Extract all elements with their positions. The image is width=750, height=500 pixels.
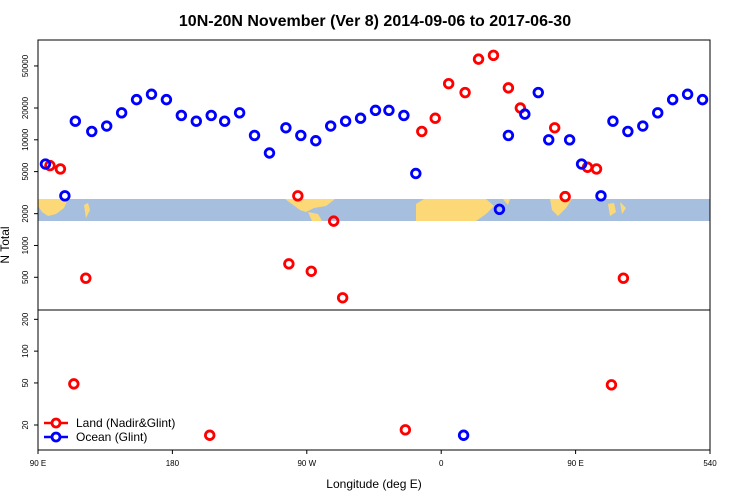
point <box>190 115 202 127</box>
point <box>68 378 80 390</box>
point <box>175 109 188 122</box>
point <box>130 93 143 106</box>
point <box>283 258 295 270</box>
x-tick-label: 0 <box>439 459 444 468</box>
point <box>559 190 571 203</box>
point <box>543 134 555 146</box>
y-axis-label: N Total <box>0 226 12 263</box>
legend-marker <box>50 431 62 443</box>
point <box>59 190 71 202</box>
point <box>590 163 603 175</box>
point <box>502 82 515 94</box>
point <box>605 379 618 391</box>
chart-title: 10N-20N November (Ver 8) 2014-09-06 to 2… <box>179 13 571 30</box>
point <box>595 190 607 202</box>
point <box>416 125 428 138</box>
map-strip <box>38 199 710 221</box>
point <box>324 120 337 132</box>
x-tick-label: 180 <box>166 459 180 468</box>
point <box>80 272 92 284</box>
point <box>563 134 576 146</box>
point <box>263 147 276 159</box>
point <box>429 112 441 124</box>
point <box>681 88 694 100</box>
point <box>399 424 412 436</box>
point <box>369 104 382 117</box>
point <box>575 158 588 170</box>
y-tick-label: 5000 <box>21 162 30 180</box>
legend-label: Ocean (Glint) <box>76 430 147 444</box>
point <box>410 167 422 180</box>
point <box>86 125 98 138</box>
point <box>305 265 317 277</box>
y-tick-label: 20000 <box>21 96 30 119</box>
y-tick-label: 50 <box>21 378 30 387</box>
point <box>205 109 217 122</box>
point <box>493 203 506 215</box>
y-tick-label: 20 <box>21 420 30 429</box>
point <box>652 107 664 119</box>
point <box>617 272 630 284</box>
legend-marker <box>50 417 62 429</box>
point <box>295 129 307 142</box>
point <box>696 93 709 106</box>
point <box>459 86 471 99</box>
point <box>502 129 515 142</box>
point <box>336 292 349 304</box>
x-tick-label: 540 <box>703 459 717 468</box>
y-tick-label: 500 <box>21 270 30 284</box>
point <box>310 135 322 147</box>
legend-label: Land (Nadir&Glint) <box>76 416 175 430</box>
point <box>100 120 113 132</box>
point <box>233 107 246 119</box>
point <box>115 107 128 119</box>
y-tick-label: 2000 <box>21 204 30 222</box>
point <box>354 112 367 124</box>
x-axis-label: Longitude (deg E) <box>326 477 421 491</box>
point <box>487 49 500 62</box>
point <box>383 104 395 117</box>
x-tick-label: 90 E <box>567 459 583 468</box>
y-tick-label: 10000 <box>21 128 30 151</box>
y-tick-label: 1000 <box>21 236 30 254</box>
point <box>54 163 67 175</box>
point <box>666 93 679 106</box>
x-tick-label: 90 E <box>30 459 46 468</box>
point <box>292 190 304 202</box>
point <box>339 115 352 127</box>
y-tick-label: 100 <box>21 344 30 358</box>
point <box>145 88 158 100</box>
point <box>548 122 561 134</box>
point <box>637 120 649 132</box>
point <box>398 109 410 122</box>
point <box>218 115 231 127</box>
point <box>204 429 216 441</box>
point <box>532 86 544 99</box>
point <box>472 53 485 65</box>
point <box>519 108 531 120</box>
y-tick-label: 50000 <box>21 54 30 77</box>
point <box>327 215 340 227</box>
point <box>442 77 455 90</box>
point <box>280 122 292 134</box>
x-tick-label: 90 W <box>297 459 316 468</box>
point <box>607 115 619 127</box>
point <box>622 125 634 138</box>
point <box>457 429 470 441</box>
legend: Land (Nadir&Glint)Ocean (Glint) <box>44 416 175 444</box>
point <box>69 115 82 127</box>
y-tick-label: 200 <box>21 312 30 326</box>
point <box>160 93 173 106</box>
point <box>248 129 261 142</box>
point <box>39 158 52 170</box>
